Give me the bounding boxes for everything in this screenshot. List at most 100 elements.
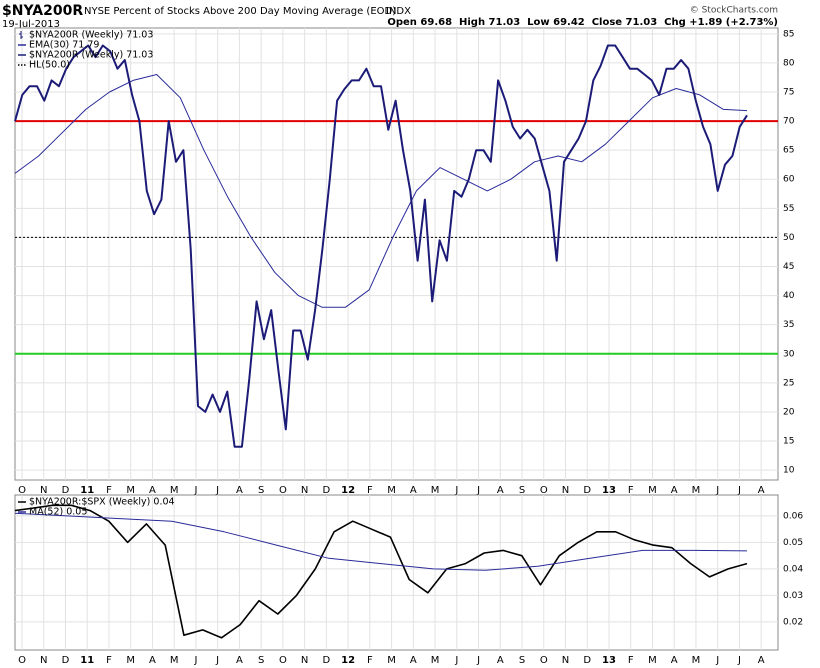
legend-label: HL(50.0) (29, 60, 70, 71)
x-tick-label: 13 (602, 485, 616, 496)
x-tick-label: J (737, 655, 741, 666)
y-tick-label: 50 (783, 233, 795, 243)
x-tick-label: J (215, 485, 219, 496)
date: 19-Jul-2013 (2, 19, 60, 30)
legend-label: EMA(30) 71.79 (29, 40, 99, 51)
x-tick-label: O (279, 655, 287, 666)
x-tick-label: M (692, 485, 701, 496)
exchange: INDX (386, 6, 411, 17)
x-tick-label: A (497, 485, 504, 496)
x-tick-label: N (562, 655, 569, 666)
series-line (14, 504, 748, 639)
x-tick-label: M (692, 655, 701, 666)
x-tick-label: A (758, 655, 765, 666)
y-tick-label: 45 (783, 262, 794, 272)
symbol: $NYA200R (2, 3, 83, 19)
x-tick-label: A (410, 485, 417, 496)
x-tick-label: A (497, 655, 504, 666)
x-tick-label: O (18, 485, 26, 496)
x-tick-label: A (149, 655, 156, 666)
legend-label: $NYA200R (Weekly) 71.03 (29, 30, 153, 41)
x-tick-label: D (323, 485, 331, 496)
y-tick-label: 0.03 (783, 591, 803, 601)
x-tick-label: F (106, 485, 112, 496)
y-tick-label: 40 (783, 291, 795, 301)
x-tick-label: J (476, 485, 480, 496)
x-tick-label: J (193, 655, 197, 666)
x-tick-label: M (170, 485, 179, 496)
x-tick-label: F (367, 485, 373, 496)
x-tick-label: J (715, 485, 719, 496)
y-tick-label: 60 (783, 175, 795, 185)
x-tick-label: A (758, 485, 765, 496)
description: NYSE Percent of Stocks Above 200 Day Mov… (84, 6, 396, 17)
x-tick-label: S (519, 655, 525, 666)
x-tick-label: O (540, 655, 548, 666)
y-tick-label: 0.06 (783, 511, 803, 521)
x-tick-label: M (387, 485, 396, 496)
y-tick-label: 75 (783, 87, 794, 97)
x-tick-label: O (279, 485, 287, 496)
x-tick-label: D (323, 655, 331, 666)
y-tick-label: 80 (783, 58, 795, 68)
copyright: © StockCharts.com (690, 6, 778, 16)
x-tick-label: S (519, 485, 525, 496)
x-tick-label: A (410, 655, 417, 666)
legend-label: $NYA200R (Weekly) 71.03 (29, 50, 153, 61)
series-line (14, 512, 748, 571)
legend-label: $NYA200R:$SPX (Weekly) 0.04 (29, 497, 175, 508)
y-tick-label: 25 (783, 378, 794, 388)
x-tick-label: O (18, 655, 26, 666)
x-tick-label: F (367, 655, 373, 666)
x-tick-label: D (62, 655, 70, 666)
x-tick-label: A (149, 485, 156, 496)
x-tick-label: N (301, 485, 308, 496)
legend-label: MA(52) 0.05 (29, 507, 87, 518)
y-tick-label: 10 (783, 466, 795, 476)
x-tick-label: J (737, 485, 741, 496)
x-tick-label: S (258, 655, 264, 666)
y-tick-label: 0.04 (783, 564, 803, 574)
x-tick-label: M (648, 655, 657, 666)
x-tick-label: D (62, 485, 70, 496)
x-tick-label: A (671, 485, 678, 496)
x-tick-label: O (540, 485, 548, 496)
y-tick-label: 70 (783, 117, 795, 127)
y-tick-label: 15 (783, 437, 794, 447)
y-tick-label: 0.05 (783, 538, 803, 548)
y-tick-label: 30 (783, 349, 795, 359)
x-tick-label: A (236, 485, 243, 496)
x-tick-label: D (583, 655, 591, 666)
x-tick-label: N (301, 655, 308, 666)
x-tick-label: D (583, 485, 591, 496)
x-tick-label: A (236, 655, 243, 666)
x-tick-label: 13 (602, 655, 616, 666)
x-tick-label: F (106, 655, 112, 666)
x-tick-label: S (258, 485, 264, 496)
x-tick-label: M (648, 485, 657, 496)
series-line (14, 44, 748, 448)
plot-frame (14, 494, 779, 651)
y-tick-label: 65 (783, 146, 794, 156)
x-tick-label: M (431, 655, 440, 666)
x-tick-label: J (454, 655, 458, 666)
x-tick-label: 12 (341, 655, 355, 666)
x-tick-label: J (193, 485, 197, 496)
x-tick-label: 11 (80, 485, 94, 496)
x-tick-label: J (715, 655, 719, 666)
x-tick-label: M (126, 485, 135, 496)
x-tick-label: M (431, 485, 440, 496)
x-tick-label: A (671, 655, 678, 666)
quote: Open 69.68 High 71.03 Low 69.42 Close 71… (387, 17, 778, 28)
x-tick-label: N (562, 485, 569, 496)
x-tick-label: F (628, 655, 634, 666)
x-tick-label: 11 (80, 655, 94, 666)
x-tick-label: F (628, 485, 634, 496)
y-tick-label: 85 (783, 29, 794, 39)
x-tick-label: J (215, 655, 219, 666)
y-tick-label: 20 (783, 407, 795, 417)
x-tick-label: M (126, 655, 135, 666)
x-tick-label: J (454, 485, 458, 496)
series-line (14, 74, 748, 308)
